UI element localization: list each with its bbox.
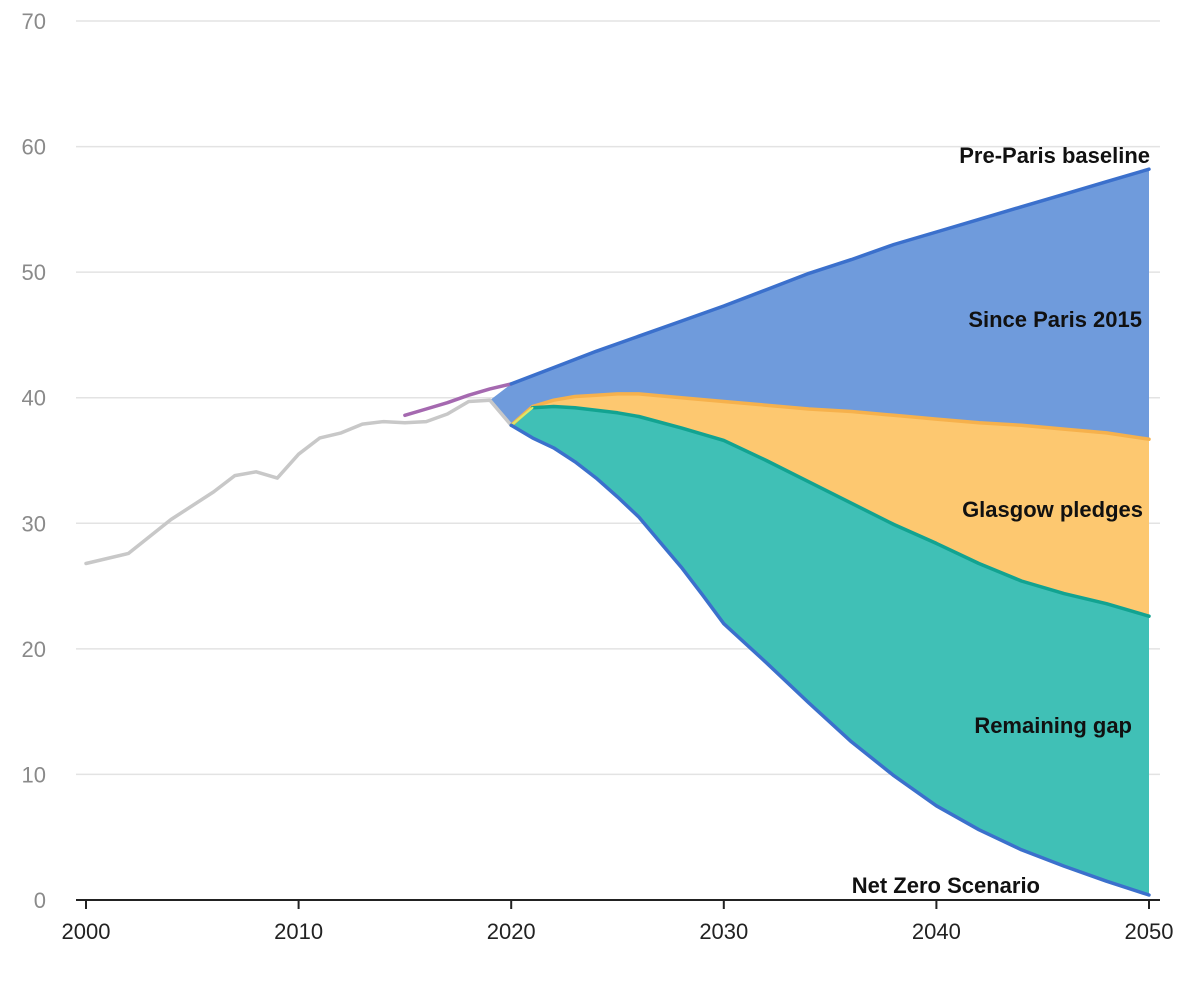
- axes: [76, 899, 1160, 909]
- pre-paris-projection-line: [403, 382, 513, 418]
- area-labels: Pre-Paris baseline Since Paris 2015 Glas…: [852, 143, 1150, 898]
- pre-paris-baseline-line: [509, 167, 1151, 386]
- y-tick-label: 10: [22, 762, 46, 787]
- remaining-gap-label: Remaining gap: [974, 713, 1132, 738]
- y-tick-label: 70: [22, 9, 46, 34]
- y-tick-label: 60: [22, 135, 46, 160]
- x-tick-label: 2010: [274, 919, 323, 944]
- historical-emissions-line: [84, 398, 513, 566]
- net-zero-scenario-line: [509, 423, 1151, 897]
- line-layer: [84, 167, 1151, 897]
- y-tick-label: 40: [22, 386, 46, 411]
- remaining-gap-area: [511, 406, 1149, 895]
- x-tick-label: 2000: [62, 919, 111, 944]
- since-paris-area: [489, 169, 1149, 440]
- glasgow-pledges-label: Glasgow pledges: [962, 497, 1143, 522]
- x-tick-label: 2030: [699, 919, 748, 944]
- y-tick-label: 30: [22, 511, 46, 536]
- y-tick-label: 20: [22, 637, 46, 662]
- y-tick-label: 0: [34, 888, 46, 913]
- x-tick-label: 2040: [912, 919, 961, 944]
- pre-paris-baseline-label: Pre-Paris baseline: [959, 143, 1150, 168]
- glasgow-pledges-area: [511, 393, 1149, 617]
- connector-line: [510, 406, 534, 427]
- remaining-gap-line: [530, 404, 1151, 618]
- gridlines: [76, 20, 1160, 776]
- area-layer: [489, 169, 1149, 895]
- y-tick-label: 50: [22, 260, 46, 285]
- y-axis-ticks: 0 10 20 30 40 50 60 70: [22, 9, 46, 913]
- x-tick-label: 2050: [1125, 919, 1174, 944]
- net-zero-scenario-label: Net Zero Scenario: [852, 873, 1040, 898]
- x-axis-ticks: 2000 2010 2020 2030 2040 2050: [62, 919, 1174, 944]
- x-tick-label: 2020: [487, 919, 536, 944]
- since-paris-label: Since Paris 2015: [968, 307, 1142, 332]
- glasgow-pledges-line: [509, 392, 1151, 441]
